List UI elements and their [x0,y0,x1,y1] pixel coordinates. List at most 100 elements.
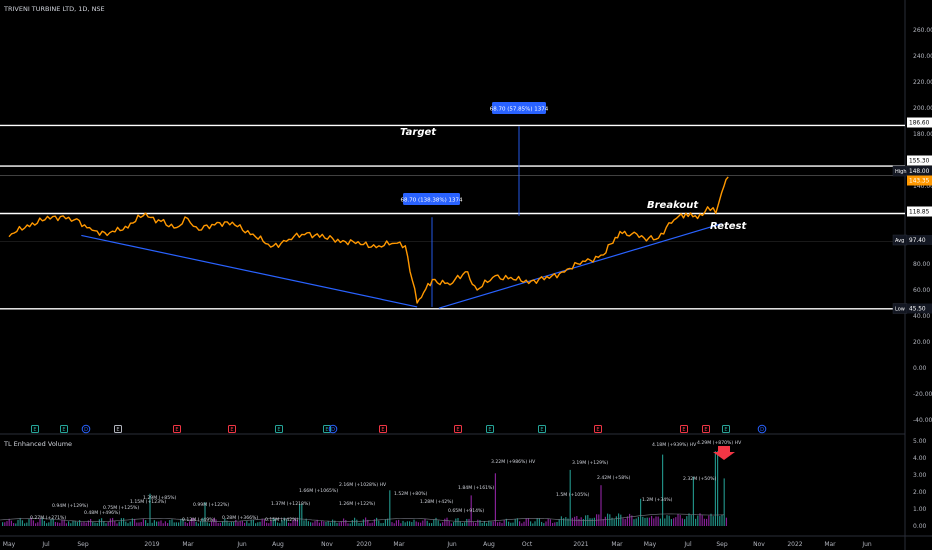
time-tick-label: Jul [683,541,692,548]
volume-bar [46,523,48,526]
time-axis[interactable]: May Jul Sep 2019 Mar Jun Aug Nov 2020 Mar Jun Aug Oc… [3,541,872,548]
trendlines [81,223,722,309]
volume-bar [444,518,446,526]
time-tick-label: Mar [824,541,836,548]
event-marker-letter: E [33,427,36,433]
volume-bar [508,521,510,526]
volume-bar [510,522,512,526]
measure-text: 68.70 (138.38%) 1374 [400,198,463,204]
volume-bar [19,517,21,526]
volume-bar [536,518,538,526]
volume-bar [622,518,624,526]
volume-bar [633,519,635,526]
time-tick-label: 2021 [573,541,588,548]
volume-bar [651,515,653,526]
volume-bar [402,520,404,526]
volume-bar [173,522,175,526]
volume-bar [437,520,439,526]
volume-bar [160,520,162,526]
volume-bar [92,521,94,526]
event-marker-letter: E [116,427,119,433]
volume-bar [239,521,241,526]
event-marker-letter: E [230,427,233,433]
volume-bar [391,522,393,526]
earnings-marker-icon [60,425,68,433]
volume-annotation: 1.29M (+85%) [143,495,177,501]
volume-annotation: 0.15M (+42%) [265,517,299,523]
volume-annotation: 1.37M (+1218%) [271,501,310,507]
volume-bar [70,523,72,526]
volume-annotation: 0.48M (+496%) [84,510,120,516]
dividend-marker-icon [757,424,767,434]
volume-bar [206,522,208,526]
volume-panel-title: TL Enhanced Volume [3,440,72,448]
volume-bar [664,518,666,526]
volume-bar [571,517,573,526]
time-tick-label: Nov [753,541,765,548]
price-badge [907,175,932,186]
volume-bar [274,518,276,526]
volume-bar [569,469,571,526]
time-tick-label: May [3,541,16,548]
volume-annotation: 1.66M (+1065%) [299,488,338,494]
volume-annotation: 0.27M (+271%) [30,515,66,521]
time-tick-label: Jun [236,541,247,548]
price-tick-label: 140.00 [913,183,932,190]
volume-annotation: 3.22M (+986%) HV [491,459,536,465]
price-badge [907,303,932,314]
volume-bar [631,515,633,526]
volume-bar [90,518,92,526]
volume-annotation: 0.28M (+366%) [222,515,258,521]
volume-bar [74,521,76,526]
volume-bar [442,522,444,526]
volume-bar [560,516,562,526]
volume-bar [153,520,155,526]
volume-annotation: 0.94M (+129%) [52,503,88,509]
volume-bar [186,523,188,526]
volume-bar [475,522,477,526]
volume-bar [620,514,622,526]
volume-bar [725,517,727,526]
volume-bar [112,517,114,526]
volume-bar [431,523,433,526]
volume-annotation: 2.42M (+58%) [597,475,631,481]
volume-bar [490,521,492,526]
volume-bar [327,521,329,526]
time-tick-label: May [644,541,657,548]
volume-bar [644,517,646,526]
volume-bar [37,522,39,526]
price-badge [907,166,932,176]
measure-box [492,102,546,114]
volume-bar [288,522,290,526]
volume-bar [387,518,389,526]
volume-bar [290,523,292,526]
earnings-marker-icon [379,425,387,433]
volume-bar [261,518,263,526]
measure-tools: 68.70 (138.38%) 1374 68.70 (57.85%) 1374 [400,102,549,307]
volume-bar [686,516,688,526]
volume-bar [145,520,147,526]
volume-bar [602,519,604,526]
volume-bar [136,522,138,526]
volume-bar [675,517,677,526]
volume-annotation: 0.65M (+914%) [448,508,484,514]
price-badge [907,155,932,166]
volume-bar [692,476,694,526]
volume-bar [384,519,386,526]
price-series [8,176,729,304]
volume-bar [389,490,391,526]
volume-bar [717,451,719,526]
volume-bar [455,518,457,526]
volume-annotation: 0.99M (+122%) [193,502,229,508]
volume-bar [428,523,430,526]
volume-bar [281,520,283,526]
volume-bar [481,523,483,526]
volume-bar [2,522,4,526]
volume-bar [486,523,488,526]
volume-bar [140,522,142,526]
volume-bar [277,522,279,526]
event-marker-letter: D [331,427,335,433]
